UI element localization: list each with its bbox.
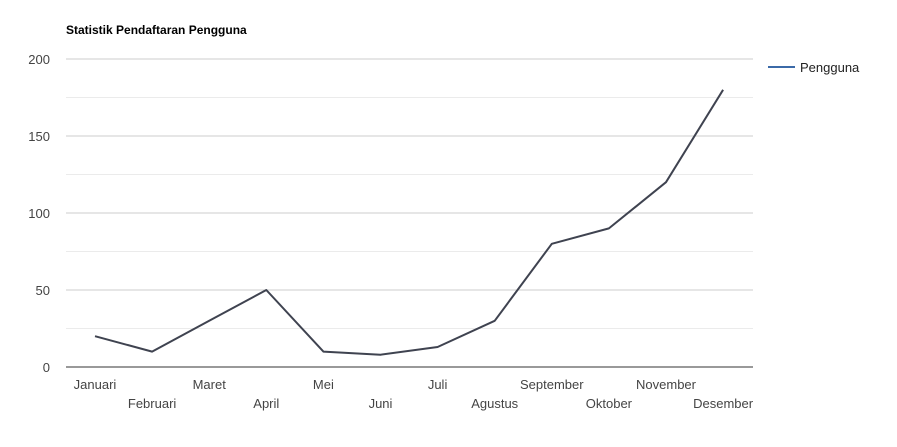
y-tick-label: 0: [43, 360, 50, 375]
data-point[interactable]: [549, 241, 555, 247]
tick-labels: 0 50 100 150 200 Januari Februari Maret April Mei…: [28, 52, 753, 411]
x-tick-label: Oktober: [586, 396, 633, 411]
data-point[interactable]: [378, 352, 384, 358]
x-tick-label: Agustus: [471, 396, 518, 411]
grid-lines: [66, 58, 753, 329]
data-points: [92, 87, 726, 358]
x-tick-label: Juni: [369, 396, 393, 411]
legend-label-pengguna: Pengguna: [800, 60, 860, 75]
data-point[interactable]: [492, 318, 498, 324]
x-tick-label: Maret: [193, 377, 227, 392]
y-tick-label: 200: [28, 52, 50, 67]
data-point[interactable]: [206, 318, 212, 324]
x-tick-label: Mei: [313, 377, 334, 392]
data-point[interactable]: [320, 349, 326, 355]
chart-title: Statistik Pendaftaran Pengguna: [66, 23, 247, 37]
data-point[interactable]: [92, 333, 98, 339]
x-tick-label: September: [520, 377, 584, 392]
x-tick-label: Februari: [128, 396, 177, 411]
x-tick-label: April: [253, 396, 279, 411]
data-point[interactable]: [149, 349, 155, 355]
data-point[interactable]: [435, 344, 441, 350]
data-point[interactable]: [663, 179, 669, 185]
data-point[interactable]: [263, 287, 269, 293]
y-tick-label: 100: [28, 206, 50, 221]
x-tick-label: November: [636, 377, 697, 392]
x-tick-label: Januari: [74, 377, 117, 392]
data-point[interactable]: [720, 87, 726, 93]
x-tick-label: Juli: [428, 377, 448, 392]
data-point[interactable]: [606, 225, 612, 231]
y-tick-label: 150: [28, 129, 50, 144]
series-line-pengguna[interactable]: [94, 89, 724, 356]
x-tick-label: Desember: [693, 396, 754, 411]
series-lines: [94, 89, 724, 356]
y-tick-label: 50: [36, 283, 50, 298]
legend[interactable]: Pengguna: [768, 60, 860, 75]
